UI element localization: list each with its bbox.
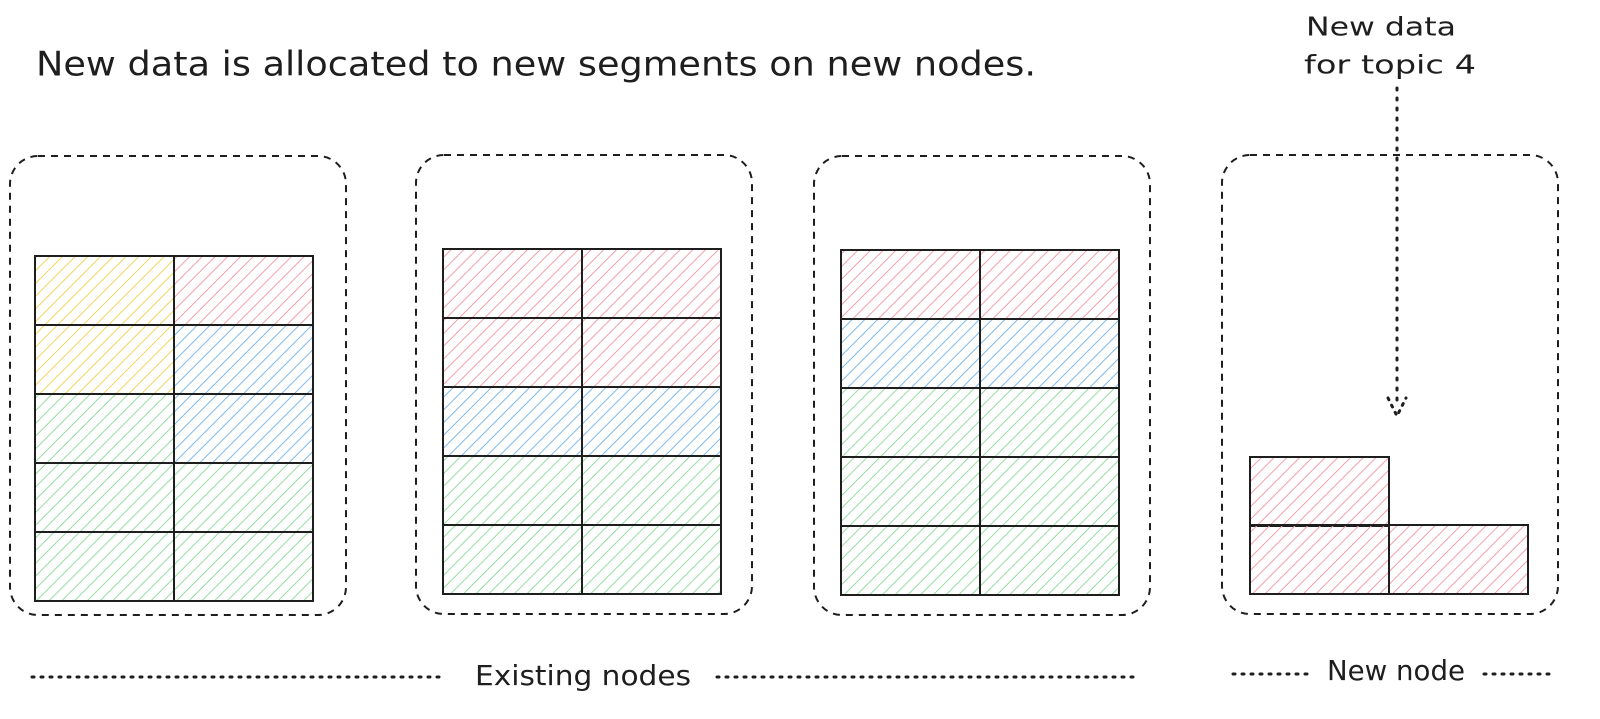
segment: [979, 456, 1120, 527]
segment: [442, 455, 583, 526]
node-frame: [813, 155, 1151, 616]
arrow-head: [1386, 396, 1408, 420]
segment: [442, 386, 583, 457]
segment: [979, 249, 1120, 320]
segment: [840, 456, 981, 527]
segment: [840, 249, 981, 320]
segment: [979, 525, 1120, 596]
segment: [34, 462, 175, 533]
title: New data is allocated to new segments on…: [36, 45, 1036, 85]
group-label: Existing nodes: [475, 659, 691, 692]
segment: [581, 248, 722, 319]
segment: [442, 248, 583, 319]
segment: [581, 524, 722, 595]
node-frame: [9, 155, 347, 616]
segment: [581, 317, 722, 388]
node-frames: [9, 154, 1559, 616]
segment: [442, 524, 583, 595]
segment: [840, 387, 981, 458]
annotation-line: for topic 4: [1304, 51, 1476, 81]
segment: [34, 324, 175, 395]
segment: [34, 531, 175, 602]
segment: [173, 324, 314, 395]
segment: [173, 255, 314, 326]
segment: [979, 387, 1120, 458]
segment: [1388, 524, 1529, 595]
segment: [1249, 524, 1390, 595]
segment: [840, 318, 981, 389]
segment: [442, 317, 583, 388]
segment: [1249, 456, 1390, 527]
segment: [840, 525, 981, 596]
segment: [581, 386, 722, 457]
node-frame: [1221, 154, 1559, 615]
dotted-rules: [30, 672, 1554, 679]
segment: [581, 455, 722, 526]
segment: [979, 318, 1120, 389]
node-frame: [415, 154, 753, 615]
segment: [34, 255, 175, 326]
segment: [173, 462, 314, 533]
group-label: New node: [1327, 654, 1465, 687]
segment: [173, 393, 314, 464]
annotation-line: New data: [1306, 13, 1456, 43]
segment: [173, 531, 314, 602]
segments: [34, 248, 1529, 602]
segment: [34, 393, 175, 464]
